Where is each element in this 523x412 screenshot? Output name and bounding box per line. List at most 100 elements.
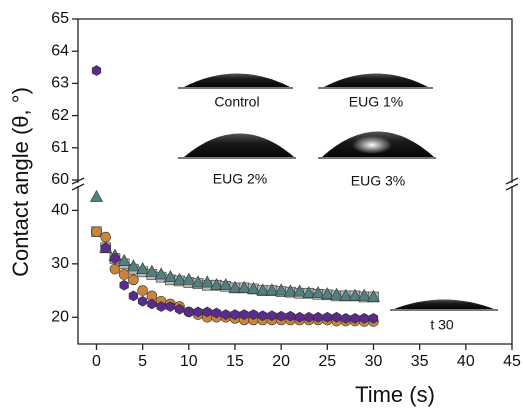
x-tick-label: 0 <box>92 353 101 370</box>
droplet <box>324 73 428 87</box>
marker <box>137 285 148 296</box>
marker <box>368 312 379 324</box>
marker <box>117 254 131 266</box>
x-tick-label: 20 <box>272 353 290 370</box>
marker <box>91 226 102 238</box>
annotation: EUG 1% <box>349 94 403 110</box>
marker <box>219 278 233 291</box>
y-tick-label: 61 <box>51 139 69 156</box>
substrate <box>178 87 293 89</box>
substrate <box>318 157 436 159</box>
marker <box>341 312 351 324</box>
droplet <box>184 73 290 87</box>
marker <box>331 311 342 323</box>
x-tick-label: 45 <box>503 353 521 370</box>
y-tick-label: 65 <box>51 10 69 27</box>
annotation: Control <box>214 94 259 110</box>
marker <box>350 312 360 324</box>
marker <box>202 306 212 318</box>
x-tick-label: 35 <box>411 353 429 370</box>
marker <box>119 279 129 291</box>
marker <box>330 287 344 300</box>
marker <box>128 274 139 286</box>
droplet <box>184 133 294 157</box>
marker <box>274 283 288 296</box>
droplet-images <box>178 73 498 311</box>
marker <box>357 288 371 301</box>
marker <box>248 309 259 320</box>
x-tick-label: 5 <box>138 353 147 370</box>
marker <box>246 281 260 294</box>
axis-break <box>71 177 85 191</box>
marker <box>339 288 353 301</box>
marker <box>156 301 166 312</box>
marker <box>145 264 159 277</box>
marker <box>237 280 251 293</box>
y-tick-label: 30 <box>51 255 69 272</box>
marker <box>110 253 120 264</box>
marker <box>100 231 112 243</box>
y-tick-label: 20 <box>51 308 69 325</box>
marker <box>276 310 286 322</box>
marker <box>191 275 205 288</box>
annotation: EUG 3% <box>351 173 405 189</box>
axis-break <box>505 177 519 191</box>
axis-frame <box>77 18 513 345</box>
x-tick-label: 15 <box>226 353 244 370</box>
y-tick-label: 60 <box>51 171 69 188</box>
substrate <box>390 309 498 311</box>
marker <box>173 272 187 285</box>
marker <box>221 309 231 320</box>
substrate <box>318 87 433 89</box>
x-tick-label: 10 <box>180 353 198 370</box>
droplet <box>394 299 494 309</box>
marker <box>128 290 139 302</box>
marker <box>89 189 103 202</box>
marker <box>184 306 194 318</box>
marker <box>174 303 185 315</box>
x-tick-label: 40 <box>457 353 475 370</box>
annotation: EUG 2% <box>213 171 267 187</box>
y-tick-label: 64 <box>51 42 69 59</box>
marker <box>193 306 203 318</box>
marker <box>228 280 242 293</box>
marker <box>210 278 224 291</box>
x-tick-label: 25 <box>318 353 336 370</box>
marker <box>138 295 148 307</box>
marker <box>101 242 111 254</box>
marker <box>118 269 130 280</box>
marker <box>230 309 240 320</box>
x-axis-label: Time (s) <box>355 382 435 407</box>
marker <box>165 301 175 312</box>
marker <box>239 309 249 320</box>
marker <box>211 307 222 319</box>
marker <box>302 286 316 299</box>
marker <box>126 259 140 272</box>
marker <box>154 267 168 280</box>
marker <box>348 288 362 301</box>
marker <box>313 311 323 323</box>
marker <box>182 272 196 285</box>
glare <box>352 136 392 154</box>
annotation: t 30 <box>430 317 454 333</box>
x-tick-label: 30 <box>365 353 383 370</box>
marker <box>109 263 121 275</box>
marker <box>294 311 305 323</box>
substrate <box>178 157 296 159</box>
marker <box>366 289 380 302</box>
marker <box>293 284 307 297</box>
y-tick-label: 62 <box>51 107 69 124</box>
y-tick-label: 63 <box>51 75 69 92</box>
marker <box>147 298 157 310</box>
marker <box>265 283 279 296</box>
marker <box>322 311 332 323</box>
marker <box>311 286 325 299</box>
marker <box>320 287 334 300</box>
marker <box>283 284 297 297</box>
marker <box>163 270 177 282</box>
marker <box>267 310 277 322</box>
marker <box>258 310 268 322</box>
y-tick-label: 40 <box>51 202 69 219</box>
marker <box>285 310 296 322</box>
